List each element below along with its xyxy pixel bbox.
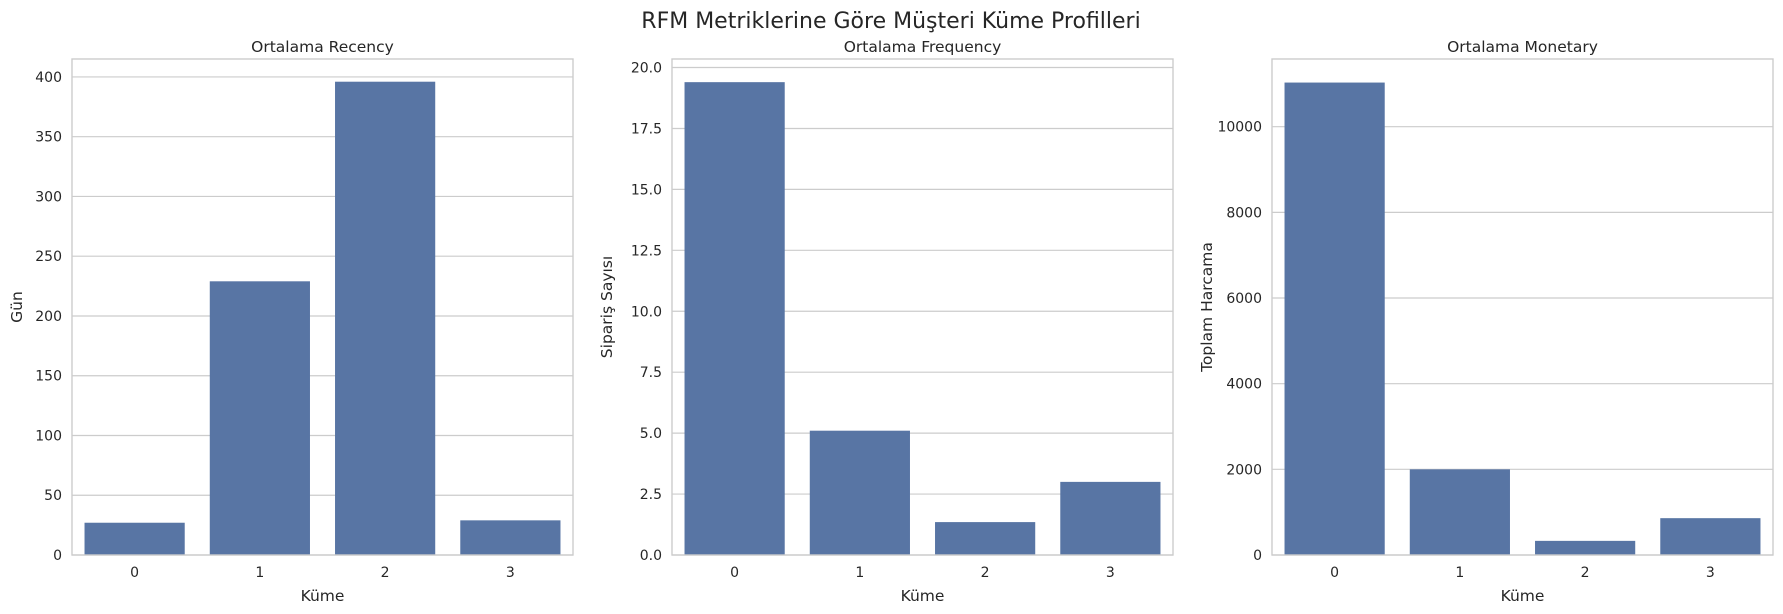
x-tick-label: 0 [1330, 565, 1339, 581]
x-tick-label: 2 [981, 565, 990, 581]
bar-cluster-1 [209, 281, 310, 555]
y-tick-label: 6000 [1226, 291, 1262, 307]
x-axis-label: Küme [1501, 587, 1545, 605]
bar-cluster-3 [460, 520, 561, 555]
x-tick-label: 1 [255, 565, 264, 581]
bar-cluster-0 [1284, 82, 1385, 555]
y-tick-label: 350 [35, 130, 62, 146]
x-tick-label: 0 [730, 565, 739, 581]
axes-frame [1271, 58, 1774, 556]
axes-frame [671, 58, 1174, 556]
x-tick-label: 2 [1581, 565, 1590, 581]
x-axis-label: Küme [301, 587, 345, 605]
figure-title: RFM Metriklerine Göre Müşteri Küme Profi… [641, 9, 1140, 34]
y-tick-label: 150 [35, 369, 62, 385]
y-tick-label: 100 [35, 428, 62, 444]
bar-cluster-1 [809, 430, 910, 555]
y-tick-label: 20.0 [631, 61, 662, 77]
chart-panel-2: 0 2000 4000 6000 8000 10000 0 1 2 3 Ortalama Monet… [1198, 38, 1774, 605]
bar-cluster-3 [1060, 481, 1161, 555]
bar-cluster-1 [1409, 469, 1510, 555]
bar-cluster-3 [1660, 518, 1761, 555]
y-tick-label: 2.5 [640, 487, 662, 503]
y-tick-label: 200 [35, 309, 62, 325]
y-tick-label: 10.0 [631, 304, 662, 320]
y-tick-label: 400 [35, 70, 62, 86]
chart-panel-1: 0.0 2.5 5.0 7.5 10.0 12.5 15.0 17.5 20.0 0 1 2 3 Orta… [598, 38, 1174, 605]
y-tick-label: 0 [53, 548, 62, 564]
bar-cluster-0 [84, 522, 185, 555]
y-axis-label: Gün [8, 291, 26, 323]
x-tick-label: 0 [130, 565, 139, 581]
y-tick-label: 250 [35, 249, 62, 265]
y-tick-label: 8000 [1226, 205, 1262, 221]
y-tick-label: 7.5 [640, 365, 662, 381]
panel-title: Ortalama Monetary [1447, 38, 1598, 56]
bar-cluster-2 [335, 81, 436, 555]
y-tick-label: 300 [35, 189, 62, 205]
y-tick-label: 5.0 [640, 426, 662, 442]
y-tick-label: 0.0 [640, 548, 662, 564]
panel-title: Ortalama Frequency [844, 38, 1002, 56]
y-tick-label: 2000 [1226, 462, 1262, 478]
y-tick-label: 0 [1253, 548, 1262, 564]
y-tick-label: 17.5 [631, 121, 662, 137]
x-tick-label: 2 [381, 565, 390, 581]
x-tick-label: 3 [1706, 565, 1715, 581]
y-tick-label: 50 [44, 488, 62, 504]
y-axis-label: Toplam Harcama [1198, 242, 1216, 373]
x-tick-label: 3 [506, 565, 515, 581]
axes-frame [71, 58, 574, 556]
x-tick-label: 3 [1106, 565, 1115, 581]
x-tick-label: 1 [1455, 565, 1464, 581]
x-tick-label: 1 [855, 565, 864, 581]
y-tick-label: 15.0 [631, 182, 662, 198]
y-tick-label: 4000 [1226, 377, 1262, 393]
panel-title: Ortalama Recency [251, 38, 394, 56]
y-tick-label: 12.5 [631, 243, 662, 259]
chart-panel-0: 0 50 100 150 200 250 300 350 400 0 1 2 3 Ortalama Rec… [8, 38, 574, 605]
bar-cluster-2 [1535, 540, 1636, 555]
y-axis-label: Sipariş Sayısı [598, 256, 616, 358]
y-tick-label: 10000 [1217, 120, 1262, 136]
x-axis-label: Küme [901, 587, 945, 605]
bar-cluster-0 [684, 82, 785, 556]
bar-cluster-2 [935, 522, 1036, 555]
